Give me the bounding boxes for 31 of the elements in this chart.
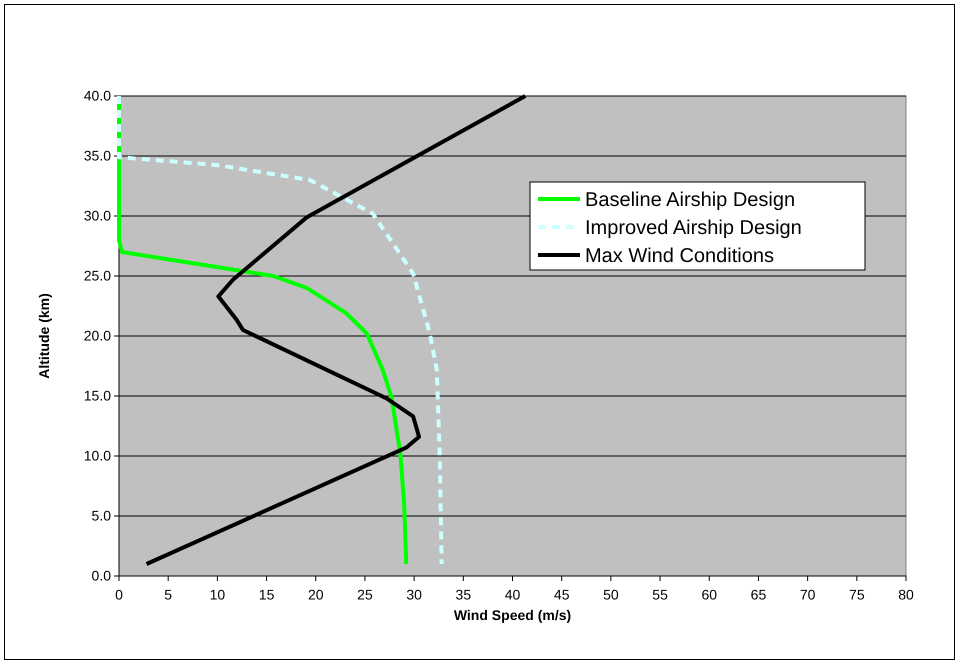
x-tick-label: 5 (164, 586, 172, 602)
x-tick-label: 15 (258, 586, 275, 602)
legend-label: Max Wind Conditions (585, 245, 774, 267)
y-tick-label: 35.0 (84, 147, 112, 164)
x-tick-label: 70 (800, 586, 816, 602)
x-tick-label: 45 (554, 586, 570, 602)
y-axis-title: Altitude (km) (36, 293, 52, 379)
x-tick-label: 25 (357, 586, 373, 602)
legend-label: Improved Airship Design (585, 217, 802, 239)
legend-label: Baseline Airship Design (585, 189, 796, 211)
x-tick-label: 75 (849, 586, 865, 602)
x-tick-label: 50 (603, 586, 619, 602)
x-tick-label: 55 (652, 586, 668, 602)
x-tick-label: 60 (701, 586, 718, 602)
y-tick-label: 0.0 (92, 567, 112, 584)
x-tick-label: 0 (115, 586, 124, 602)
y-tick-label: 5.0 (92, 507, 112, 524)
x-axis-title: Wind Speed (m/s) (454, 607, 572, 623)
x-tick-label: 35 (456, 586, 472, 602)
x-tick-label: 20 (308, 586, 324, 602)
x-tick-label: 10 (210, 586, 226, 602)
x-tick-label: 40 (504, 586, 520, 602)
x-tick-label: 80 (898, 586, 914, 602)
y-tick-label: 20.0 (84, 327, 112, 344)
y-tick-label: 40.0 (84, 87, 112, 104)
y-tick-label: 15.0 (84, 387, 112, 404)
x-tick-label: 30 (406, 586, 422, 602)
y-tick-label: 30.0 (84, 207, 112, 224)
y-tick-label: 25.0 (84, 267, 112, 284)
x-tick-label: 65 (750, 586, 766, 602)
y-tick-label: 10.0 (84, 447, 112, 464)
